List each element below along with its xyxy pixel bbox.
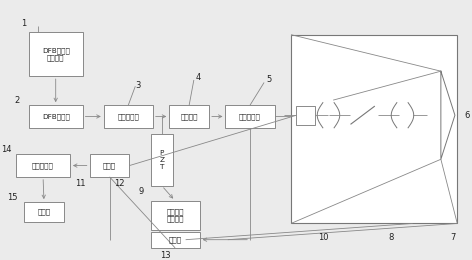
Text: 5: 5 [266,75,271,84]
Bar [151,231,200,248]
Text: 10: 10 [319,233,329,242]
Bar [291,35,457,223]
Text: 11: 11 [75,179,85,188]
Text: 2: 2 [15,96,20,105]
Text: DFB激光器: DFB激光器 [42,113,70,120]
Bar [16,154,70,177]
Bar [29,105,83,128]
Text: 4: 4 [196,73,201,82]
Text: 声光调制器: 声光调制器 [239,113,261,120]
Text: 12: 12 [114,179,124,188]
Bar [24,202,64,222]
Text: 8: 8 [388,233,394,242]
Text: 9: 9 [139,187,144,197]
Text: 探测器: 探测器 [103,162,116,169]
Bar [29,32,83,76]
Bar [104,105,153,128]
Text: DFB激光器
控制电源: DFB激光器 控制电源 [42,47,70,61]
Text: 1: 1 [21,19,27,28]
Bar [151,134,173,186]
Text: 14: 14 [1,145,12,154]
Bar [226,105,275,128]
Bar [90,154,129,177]
Text: 触发器: 触发器 [169,236,182,243]
Bar [295,106,315,125]
Bar [169,105,209,128]
Text: 3: 3 [135,81,140,89]
Text: 15: 15 [7,192,17,202]
Text: 光隔离器: 光隔离器 [180,113,198,120]
Text: 计算器: 计算器 [37,209,51,216]
Text: 压电陶瓷
控制电源: 压电陶瓷 控制电源 [166,208,184,222]
Text: 6: 6 [464,111,469,120]
Text: P
Z
T: P Z T [159,150,164,170]
Text: 数据采集卡: 数据采集卡 [32,162,54,169]
Text: 7: 7 [450,233,455,242]
Bar [151,201,200,230]
Text: 13: 13 [160,251,171,260]
Text: 光纤准直器: 光纤准直器 [118,113,139,120]
